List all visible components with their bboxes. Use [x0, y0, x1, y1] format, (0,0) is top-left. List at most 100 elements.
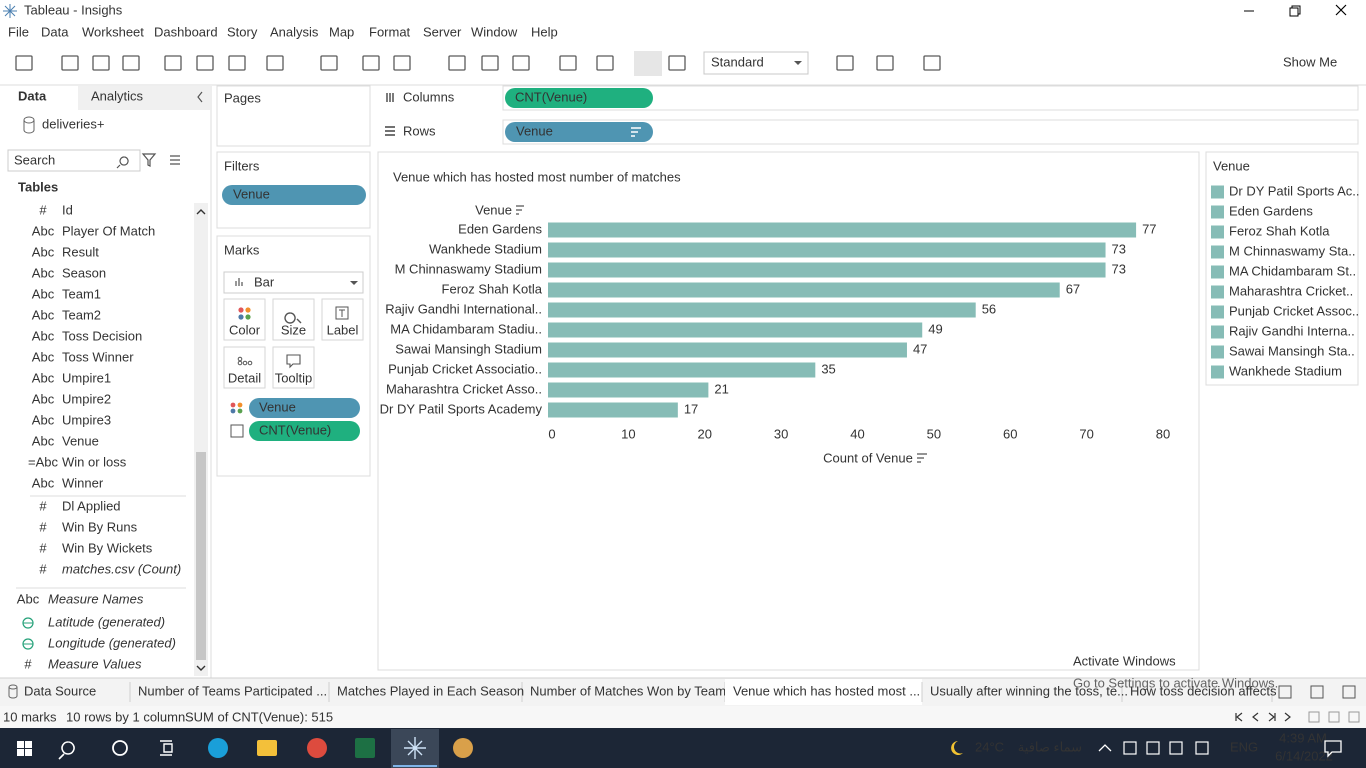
- scrollbar-thumb[interactable]: [196, 452, 206, 660]
- view-toggle[interactable]: [1328, 711, 1340, 723]
- sheet-tab[interactable]: Number of Matches Won by Team: [530, 683, 726, 698]
- toolbar-icon[interactable]: [512, 55, 530, 71]
- show-me-button[interactable]: Show Me: [1283, 54, 1337, 69]
- paint-app[interactable]: [453, 738, 473, 758]
- active-sheet-tab[interactable]: Venue which has hosted most ...: [733, 683, 920, 698]
- mark-pill[interactable]: [249, 421, 360, 441]
- bar[interactable]: [548, 342, 907, 358]
- tray-icon[interactable]: [1146, 741, 1160, 755]
- mark-type-dropdown[interactable]: [223, 271, 364, 294]
- scroll-up[interactable]: [196, 209, 206, 215]
- tray-icon[interactable]: [1169, 741, 1183, 755]
- legend-item[interactable]: MA Chidambaram St..: [1229, 263, 1356, 278]
- view-toggle[interactable]: [1308, 711, 1320, 723]
- bar[interactable]: [548, 282, 1060, 298]
- start-icon[interactable]: [17, 741, 24, 748]
- field-name[interactable]: Venue: [62, 433, 99, 448]
- bar[interactable]: [548, 222, 1137, 238]
- legend-item[interactable]: Eden Gardens: [1229, 203, 1313, 218]
- nav-button[interactable]: [1268, 712, 1276, 722]
- sheet-tab[interactable]: Matches Played in Each Season: [337, 683, 524, 698]
- toolbar-icon[interactable]: [393, 55, 411, 71]
- bar[interactable]: [548, 322, 923, 338]
- field-name[interactable]: matches.csv (Count): [62, 561, 181, 576]
- field-name[interactable]: Measure Values: [48, 656, 142, 671]
- toolbar-icon[interactable]: [448, 55, 466, 71]
- tray-icon[interactable]: [1195, 741, 1209, 755]
- field-name[interactable]: Umpire2: [62, 391, 111, 406]
- menu-item[interactable]: File: [8, 24, 29, 39]
- mark-button[interactable]: [272, 346, 315, 389]
- sheet-tab[interactable]: How toss decision affects: [1130, 683, 1277, 698]
- legend-item[interactable]: Dr DY Patil Sports Ac..: [1229, 183, 1360, 198]
- datasource-name[interactable]: deliveries+: [42, 116, 105, 131]
- field-name[interactable]: Season: [62, 265, 106, 280]
- legend-swatch[interactable]: [1211, 325, 1224, 339]
- data-tab[interactable]: Data: [18, 88, 47, 103]
- toolbar-icon[interactable]: [164, 55, 182, 71]
- chrome-app[interactable]: [307, 738, 327, 758]
- toolbar-icon[interactable]: [876, 55, 894, 71]
- menu-item[interactable]: Map: [329, 24, 354, 39]
- toolbar-icon[interactable]: [228, 55, 246, 71]
- mark-button[interactable]: [223, 346, 266, 389]
- menu-item[interactable]: Window: [471, 24, 518, 39]
- toolbar-icon[interactable]: [668, 55, 686, 71]
- legend-swatch[interactable]: [1211, 365, 1224, 379]
- columns-pill[interactable]: [505, 88, 653, 108]
- menu-item[interactable]: Format: [369, 24, 411, 39]
- toolbar-icon[interactable]: [481, 55, 499, 71]
- legend-swatch[interactable]: [1211, 185, 1224, 199]
- field-name[interactable]: Player Of Match: [62, 223, 155, 238]
- search-box[interactable]: [7, 149, 141, 172]
- close-button[interactable]: [1335, 4, 1347, 16]
- collapse-arrow[interactable]: [197, 91, 203, 103]
- active-tab[interactable]: [725, 679, 922, 705]
- legend-swatch[interactable]: [1211, 285, 1224, 299]
- tray-icon[interactable]: [1123, 741, 1137, 755]
- field-name[interactable]: Latitude (generated): [48, 614, 165, 629]
- bar[interactable]: [548, 262, 1106, 278]
- new-sheet-button[interactable]: [1310, 685, 1324, 699]
- filter-pill[interactable]: [222, 185, 366, 205]
- field-name[interactable]: Umpire1: [62, 370, 111, 385]
- field-name[interactable]: Toss Winner: [62, 349, 134, 364]
- mark-button[interactable]: [223, 298, 266, 341]
- field-name[interactable]: Team2: [62, 307, 101, 322]
- legend-swatch[interactable]: [1211, 305, 1224, 319]
- field-name[interactable]: Win or loss: [62, 454, 127, 469]
- legend-item[interactable]: Punjab Cricket Assoc..: [1229, 303, 1359, 318]
- nav-button[interactable]: [1252, 712, 1259, 722]
- edge-app[interactable]: [208, 738, 228, 758]
- toolbar-icon[interactable]: [320, 55, 338, 71]
- view-toggle[interactable]: [1348, 711, 1360, 723]
- language[interactable]: ENG: [1230, 739, 1258, 754]
- new-sheet-button[interactable]: [1342, 685, 1356, 699]
- sort-icon[interactable]: [917, 453, 927, 463]
- legend-swatch[interactable]: [1211, 245, 1224, 259]
- legend-swatch[interactable]: [1211, 225, 1224, 239]
- scroll-down[interactable]: [196, 665, 206, 671]
- clock-time[interactable]: 4:39 AM: [1279, 730, 1327, 745]
- sheet-tab[interactable]: Usually after winning the toss, te...: [930, 683, 1128, 698]
- toolbar-icon[interactable]: [92, 55, 110, 71]
- menu-item[interactable]: Help: [531, 24, 558, 39]
- field-name[interactable]: Toss Decision: [62, 328, 142, 343]
- search-button[interactable]: [58, 741, 75, 760]
- toolbar-icon[interactable]: [15, 55, 33, 71]
- bar[interactable]: [548, 302, 976, 318]
- legend-item[interactable]: Rajiv Gandhi Interna..: [1229, 323, 1355, 338]
- tray-chevron[interactable]: [1098, 744, 1112, 752]
- rows-pill[interactable]: [505, 122, 653, 142]
- start-icon[interactable]: [17, 749, 24, 756]
- field-name[interactable]: Win By Runs: [62, 519, 138, 534]
- notifications-button[interactable]: [1324, 740, 1342, 758]
- legend-swatch[interactable]: [1211, 345, 1224, 359]
- toolbar-icon[interactable]: [61, 55, 79, 71]
- field-name[interactable]: Result: [62, 244, 99, 259]
- toolbar-icon[interactable]: [362, 55, 380, 71]
- legend-swatch[interactable]: [1211, 265, 1224, 279]
- field-name[interactable]: Dl Applied: [62, 498, 121, 513]
- toolbar-icon[interactable]: [836, 55, 854, 71]
- legend-item[interactable]: Maharashtra Cricket..: [1229, 283, 1353, 298]
